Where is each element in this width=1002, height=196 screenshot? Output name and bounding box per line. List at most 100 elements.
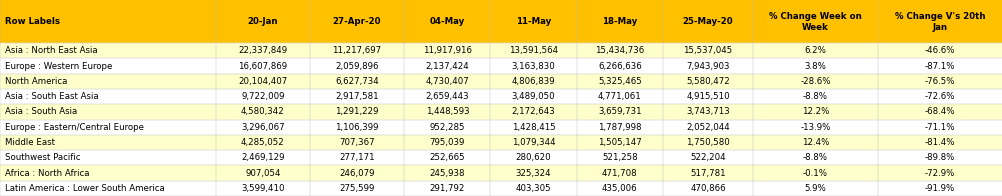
Text: 25-May-20: 25-May-20 xyxy=(682,17,732,26)
Text: 435,006: 435,006 xyxy=(601,184,637,193)
Text: 6,266,636: 6,266,636 xyxy=(597,62,641,71)
Text: 20,104,407: 20,104,407 xyxy=(237,77,288,86)
Text: 1,448,593: 1,448,593 xyxy=(425,107,469,116)
Text: 3,489,050: 3,489,050 xyxy=(511,92,555,101)
Text: 1,750,580: 1,750,580 xyxy=(685,138,729,147)
Text: 277,171: 277,171 xyxy=(339,153,375,162)
Text: 1,291,229: 1,291,229 xyxy=(335,107,379,116)
Bar xyxy=(0,0,1002,43)
Text: 4,771,061: 4,771,061 xyxy=(597,92,641,101)
Text: 2,052,044: 2,052,044 xyxy=(685,123,729,132)
Text: Asia : South East Asia: Asia : South East Asia xyxy=(5,92,98,101)
Text: -76.5%: -76.5% xyxy=(924,77,954,86)
Text: 252,665: 252,665 xyxy=(429,153,465,162)
Text: -28.6%: -28.6% xyxy=(800,77,830,86)
Text: 4,730,407: 4,730,407 xyxy=(425,77,469,86)
Text: 246,079: 246,079 xyxy=(339,169,375,178)
Text: Middle East: Middle East xyxy=(5,138,55,147)
Text: 12.2%: 12.2% xyxy=(801,107,829,116)
Text: 1,106,399: 1,106,399 xyxy=(335,123,379,132)
Bar xyxy=(0,150,1002,165)
Text: -68.4%: -68.4% xyxy=(924,107,954,116)
Text: -72.9%: -72.9% xyxy=(924,169,954,178)
Text: -81.4%: -81.4% xyxy=(924,138,954,147)
Text: -87.1%: -87.1% xyxy=(924,62,954,71)
Text: -71.1%: -71.1% xyxy=(924,123,954,132)
Text: 4,915,510: 4,915,510 xyxy=(685,92,729,101)
Text: -72.6%: -72.6% xyxy=(924,92,954,101)
Bar xyxy=(0,120,1002,135)
Text: 18-May: 18-May xyxy=(601,17,637,26)
Text: 2,059,896: 2,059,896 xyxy=(335,62,379,71)
Text: 2,172,643: 2,172,643 xyxy=(511,107,555,116)
Text: 1,505,147: 1,505,147 xyxy=(597,138,641,147)
Text: 2,137,424: 2,137,424 xyxy=(425,62,469,71)
Text: -13.9%: -13.9% xyxy=(800,123,830,132)
Text: 7,943,903: 7,943,903 xyxy=(685,62,729,71)
Bar xyxy=(0,165,1002,181)
Text: 522,204: 522,204 xyxy=(689,153,725,162)
Text: -8.8%: -8.8% xyxy=(803,153,827,162)
Text: 2,469,129: 2,469,129 xyxy=(240,153,285,162)
Text: 16,607,869: 16,607,869 xyxy=(238,62,287,71)
Text: 5.9%: 5.9% xyxy=(804,184,826,193)
Text: 5,580,472: 5,580,472 xyxy=(685,77,729,86)
Text: 12.4%: 12.4% xyxy=(801,138,829,147)
Text: 3,599,410: 3,599,410 xyxy=(240,184,285,193)
Text: -8.8%: -8.8% xyxy=(803,92,827,101)
Text: 521,258: 521,258 xyxy=(601,153,637,162)
Text: 3,743,713: 3,743,713 xyxy=(685,107,729,116)
Text: -0.1%: -0.1% xyxy=(803,169,827,178)
Bar xyxy=(0,181,1002,196)
Bar xyxy=(0,58,1002,74)
Bar xyxy=(0,135,1002,150)
Text: Asia : North East Asia: Asia : North East Asia xyxy=(5,46,97,55)
Text: 13,591,564: 13,591,564 xyxy=(509,46,557,55)
Text: Southwest Pacific: Southwest Pacific xyxy=(5,153,80,162)
Text: -46.6%: -46.6% xyxy=(924,46,954,55)
Bar xyxy=(0,89,1002,104)
Text: 795,039: 795,039 xyxy=(429,138,465,147)
Text: 3.8%: 3.8% xyxy=(804,62,826,71)
Text: 2,659,443: 2,659,443 xyxy=(425,92,469,101)
Text: 22,337,849: 22,337,849 xyxy=(238,46,287,55)
Text: 6,627,734: 6,627,734 xyxy=(335,77,379,86)
Text: 1,428,415: 1,428,415 xyxy=(511,123,555,132)
Text: Row Labels: Row Labels xyxy=(5,17,60,26)
Text: 1,079,344: 1,079,344 xyxy=(511,138,555,147)
Text: % Change V's 20th
Jan: % Change V's 20th Jan xyxy=(894,12,984,32)
Text: 275,599: 275,599 xyxy=(339,184,375,193)
Text: 907,054: 907,054 xyxy=(244,169,281,178)
Text: 471,708: 471,708 xyxy=(601,169,637,178)
Text: 9,722,009: 9,722,009 xyxy=(240,92,285,101)
Text: 3,659,731: 3,659,731 xyxy=(597,107,641,116)
Text: 4,806,839: 4,806,839 xyxy=(511,77,555,86)
Text: 517,781: 517,781 xyxy=(689,169,725,178)
Text: 2,917,581: 2,917,581 xyxy=(335,92,379,101)
Text: 15,537,045: 15,537,045 xyxy=(682,46,732,55)
Text: 20-Jan: 20-Jan xyxy=(247,17,278,26)
Text: Europe : Western Europe: Europe : Western Europe xyxy=(5,62,112,71)
Text: 4,580,342: 4,580,342 xyxy=(240,107,285,116)
Text: Europe : Eastern/Central Europe: Europe : Eastern/Central Europe xyxy=(5,123,144,132)
Text: 3,163,830: 3,163,830 xyxy=(511,62,555,71)
Text: 5,325,465: 5,325,465 xyxy=(597,77,641,86)
Bar xyxy=(0,74,1002,89)
Bar xyxy=(0,104,1002,120)
Text: 15,434,736: 15,434,736 xyxy=(594,46,644,55)
Text: 707,367: 707,367 xyxy=(339,138,375,147)
Text: -91.9%: -91.9% xyxy=(924,184,954,193)
Bar xyxy=(0,43,1002,58)
Text: North America: North America xyxy=(5,77,67,86)
Text: 245,938: 245,938 xyxy=(429,169,465,178)
Text: -89.8%: -89.8% xyxy=(924,153,954,162)
Text: Latin America : Lower South America: Latin America : Lower South America xyxy=(5,184,164,193)
Text: 11-May: 11-May xyxy=(515,17,551,26)
Text: % Change Week on
Week: % Change Week on Week xyxy=(769,12,861,32)
Text: 952,285: 952,285 xyxy=(429,123,465,132)
Text: 11,917,916: 11,917,916 xyxy=(423,46,471,55)
Text: 325,324: 325,324 xyxy=(515,169,551,178)
Text: 11,217,697: 11,217,697 xyxy=(333,46,381,55)
Text: 280,620: 280,620 xyxy=(515,153,551,162)
Text: 291,792: 291,792 xyxy=(429,184,465,193)
